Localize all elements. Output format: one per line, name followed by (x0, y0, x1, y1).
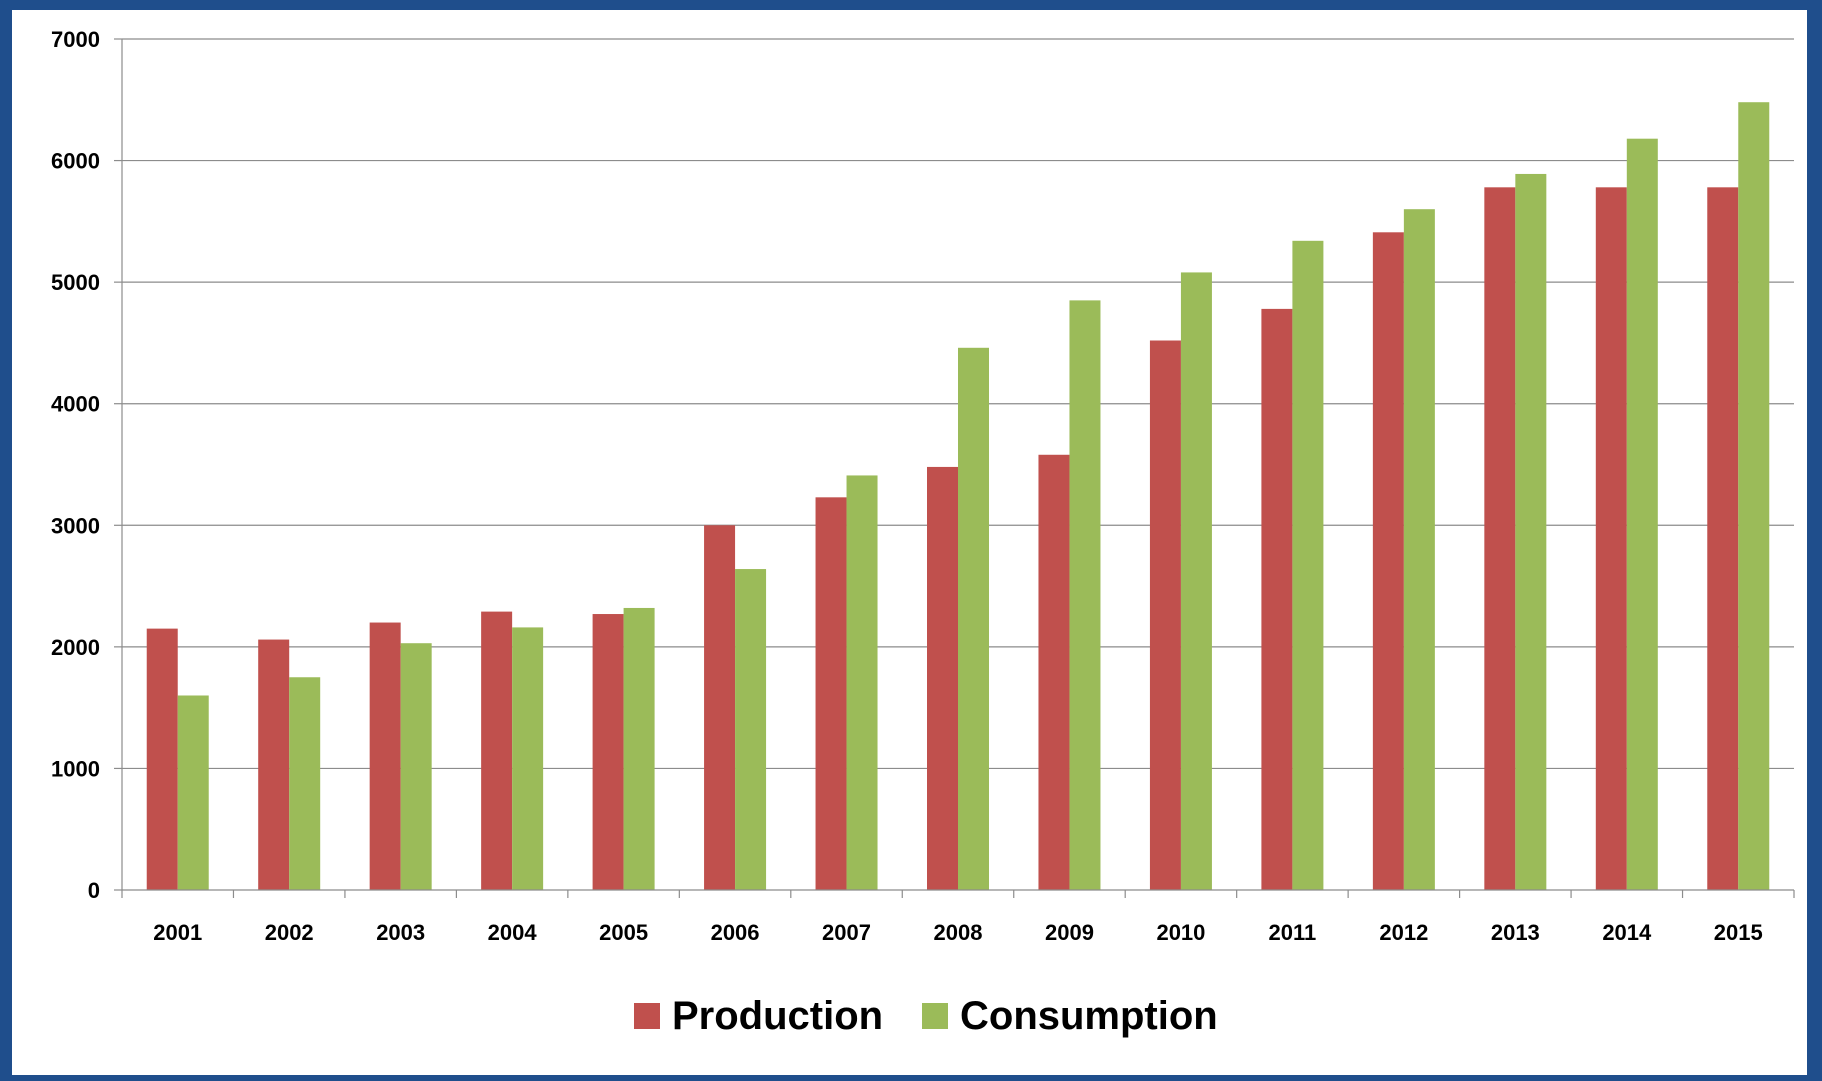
bar-production-2010 (1149, 340, 1181, 890)
axes (121, 39, 1794, 891)
bar-production-2012 (1372, 232, 1404, 890)
bar-consumption-2012 (1403, 209, 1435, 890)
legend-label-consumption: Consumption (960, 994, 1218, 1038)
y-tick-label: 1000 (51, 756, 100, 781)
x-tick-label: 2009 (1045, 920, 1094, 945)
chart-frame: 0 1000 2000 3000 4000 5000 6000 7000 2001 2002 20… (12, 10, 1807, 1075)
legend-label-production: Production (672, 994, 883, 1038)
legend: Production Consumption (634, 994, 1218, 1038)
bar-production-2013 (1484, 187, 1516, 890)
bar-consumption-2009 (1069, 300, 1101, 891)
x-tick-label: 2014 (1602, 920, 1652, 945)
x-tick-label: 2010 (1156, 920, 1205, 945)
x-tick-label: 2011 (1269, 920, 1317, 945)
bar-production-2006 (704, 525, 736, 890)
bar-consumption-2007 (846, 475, 878, 890)
y-axis-ticks: 0 1000 2000 3000 4000 5000 6000 7000 (51, 27, 122, 903)
bar-production-2009 (1038, 454, 1070, 890)
x-tick-label: 2013 (1491, 920, 1540, 945)
bar-consumption-2006 (735, 569, 767, 890)
bar-consumption-2011 (1292, 240, 1324, 890)
x-tick-label: 2005 (599, 920, 648, 945)
bar-consumption-2013 (1515, 173, 1547, 891)
x-tick-label: 2003 (376, 920, 425, 945)
bar-production-2005 (592, 614, 624, 890)
legend-swatch-consumption (922, 1003, 948, 1029)
bar-consumption-2005 (623, 607, 655, 890)
x-tick-label: 2001 (153, 920, 202, 945)
bar-consumption-2015 (1738, 102, 1770, 890)
y-tick-label: 6000 (51, 149, 100, 174)
bars (146, 102, 1770, 891)
bar-production-2001 (146, 628, 178, 890)
x-tick-label: 2004 (488, 920, 538, 945)
y-tick-label: 7000 (51, 27, 100, 52)
y-tick-label: 4000 (51, 392, 100, 417)
bar-consumption-2008 (958, 347, 989, 890)
bar-production-2003 (369, 622, 401, 890)
x-axis-ticks: 2001 2002 2003 2004 2005 2006 2007 2008 2009 2010… (121, 890, 1795, 945)
x-tick-label: 2007 (822, 920, 871, 945)
x-tick-label: 2008 (934, 920, 983, 945)
x-tick-label: 2015 (1714, 920, 1763, 945)
bar-production-2011 (1261, 308, 1293, 891)
bar-production-2004 (481, 611, 513, 890)
bar-production-2008 (927, 466, 958, 890)
x-tick-label: 2002 (265, 920, 314, 945)
x-tick-label: 2006 (711, 920, 760, 945)
bar-production-2014 (1595, 187, 1627, 890)
bar-consumption-2014 (1626, 138, 1658, 890)
y-tick-label: 0 (88, 878, 100, 903)
y-tick-label: 5000 (51, 270, 100, 295)
x-tick-label: 2012 (1379, 920, 1428, 945)
legend-swatch-production (634, 1003, 660, 1029)
bar-consumption-2003 (400, 643, 432, 890)
bar-production-2002 (258, 639, 290, 890)
bar-production-2007 (815, 497, 847, 890)
y-tick-label: 2000 (51, 635, 100, 660)
bar-consumption-2001 (177, 695, 209, 890)
bar-production-2015 (1707, 187, 1739, 890)
y-tick-label: 3000 (51, 513, 100, 538)
bar-consumption-2004 (512, 627, 544, 890)
bar-consumption-2002 (289, 677, 321, 890)
bar-consumption-2010 (1180, 272, 1212, 891)
